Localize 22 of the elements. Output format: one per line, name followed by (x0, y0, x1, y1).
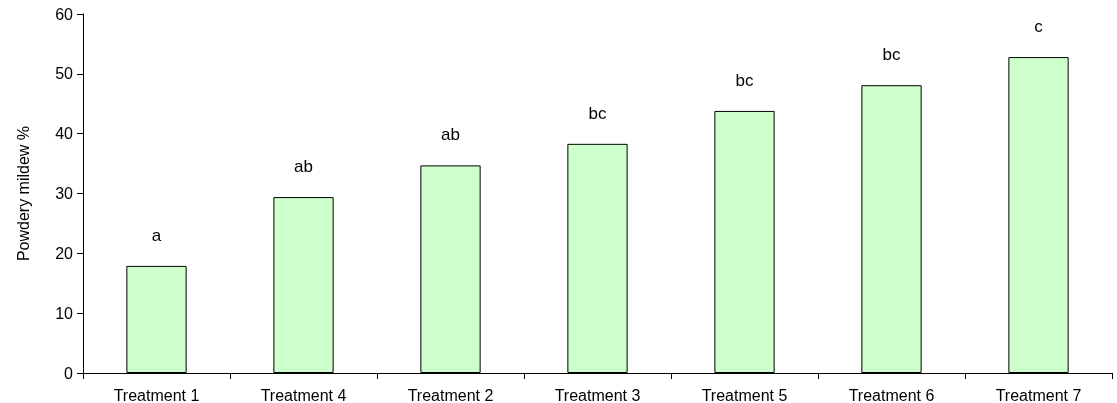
x-tick-label: Treatment 2 (407, 386, 494, 403)
x-tick-label: Treatment 1 (113, 386, 200, 403)
x-tick-label: Treatment 4 (260, 386, 347, 403)
x-tick-label: Treatment 3 (554, 386, 641, 403)
data-label: a (151, 225, 162, 245)
data-label: bc (882, 45, 901, 65)
y-tick-label: 10 (55, 304, 74, 322)
y-tick-label: 60 (55, 5, 74, 23)
y-tick-label: 0 (64, 364, 74, 382)
y-tick-label: 40 (55, 125, 74, 143)
y-tick-label: 30 (55, 185, 74, 202)
data-label: c (1034, 17, 1044, 37)
y-tick-label: 50 (55, 65, 74, 83)
y-axis-title: Powdery mildew % (14, 125, 32, 262)
x-tick-label: Treatment 6 (848, 386, 935, 403)
y-tick-label: 20 (55, 244, 74, 262)
data-label: ab (294, 157, 313, 177)
data-label: ab (441, 125, 460, 145)
x-tick-label: Treatment 5 (701, 386, 788, 403)
x-tick-label: Treatment 7 (995, 386, 1082, 403)
data-label: bc (588, 103, 607, 123)
data-label: bc (735, 70, 754, 90)
